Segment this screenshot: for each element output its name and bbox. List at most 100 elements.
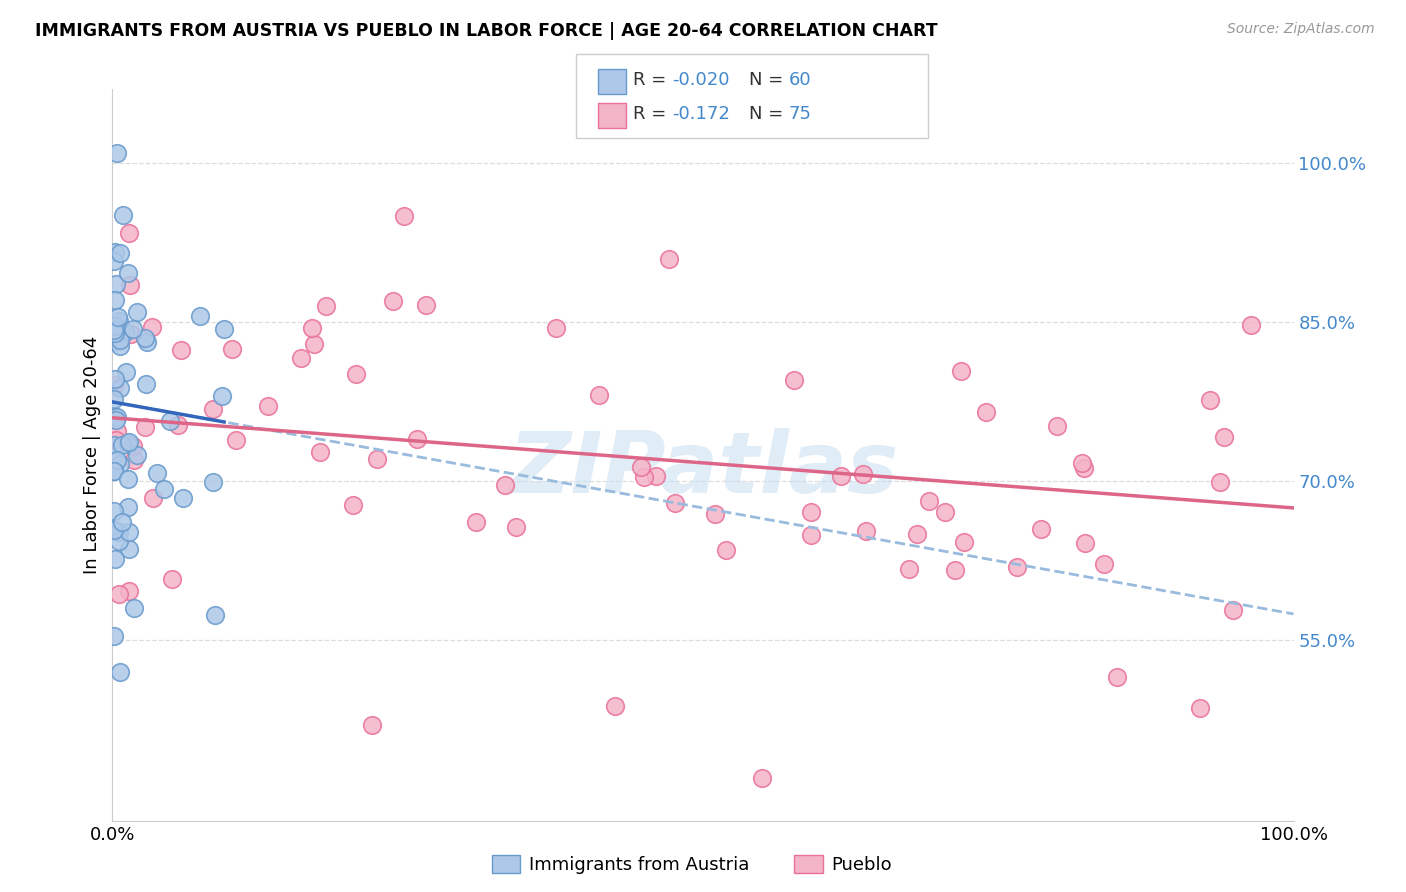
Point [1222,603,1244,617]
Point [204,607,226,622]
Point [103,523,125,537]
Point [1092,557,1115,571]
Point [603,699,626,714]
Point [290,351,312,365]
Point [136,334,159,349]
Point [134,420,156,434]
Point [145,466,167,480]
Point [1105,670,1128,684]
Point [167,418,190,433]
Point [800,505,823,519]
Point [111,515,134,529]
Point [630,460,652,475]
Point [153,482,176,496]
Point [934,505,956,519]
Point [1189,701,1212,715]
Text: R =: R = [633,71,672,89]
Point [108,246,131,260]
Point [135,376,157,391]
Point [107,525,129,540]
Point [1209,475,1232,489]
Point [505,520,527,534]
Point [104,433,127,447]
Point [104,372,127,386]
Point [114,325,136,339]
Point [202,402,225,417]
Point [415,298,437,312]
Point [103,438,125,452]
Point [121,439,143,453]
Point [361,718,384,732]
Point [905,527,928,541]
Point [162,572,184,586]
Text: IMMIGRANTS FROM AUSTRIA VS PUEBLO IN LABOR FORCE | AGE 20-64 CORRELATION CHART: IMMIGRANTS FROM AUSTRIA VS PUEBLO IN LAB… [35,22,938,40]
Point [104,277,127,291]
Point [898,562,921,576]
Point [103,323,125,337]
Point [121,326,143,341]
Point [107,314,129,328]
Point [202,475,225,489]
Text: 75: 75 [789,105,811,123]
Point [107,587,129,601]
Point [169,343,191,357]
Point [800,528,823,542]
Point [172,491,194,505]
Point [1199,392,1222,407]
Point [103,392,125,407]
Point [943,563,966,577]
Point [105,410,128,425]
Point [366,451,388,466]
Point [103,464,125,478]
Point [110,457,132,471]
Point [645,468,668,483]
Point [103,377,125,392]
Point [108,665,131,680]
Point [159,414,181,428]
Point [315,300,337,314]
Point [257,399,280,413]
Point [1073,461,1095,475]
Point [633,469,655,483]
Text: Immigrants from Austria: Immigrants from Austria [529,856,749,874]
Point [107,310,129,324]
Point [111,208,134,222]
Point [108,339,131,353]
Point [108,333,131,347]
Point [104,413,127,427]
Text: R =: R = [633,105,678,123]
Point [704,507,727,521]
Point [751,771,773,785]
Point [212,322,235,336]
Text: -0.172: -0.172 [672,105,730,123]
Point [950,364,973,378]
Point [344,368,367,382]
Point [105,424,128,438]
Point [405,432,427,446]
Point [1213,430,1236,444]
Point [108,534,131,549]
Text: Pueblo: Pueblo [831,856,891,874]
Point [108,381,131,395]
Point [225,433,247,447]
Point [830,468,852,483]
Point [783,374,806,388]
Point [103,504,125,518]
Point [142,491,165,505]
Point [127,305,149,319]
Point [211,389,233,403]
Point [1240,318,1263,332]
Point [103,409,125,423]
Text: N =: N = [749,105,789,123]
Point [342,498,364,512]
Point [103,464,125,478]
Text: -0.020: -0.020 [672,71,730,89]
Point [107,453,129,467]
Point [1005,559,1028,574]
Point [117,472,139,486]
Text: 60: 60 [789,71,811,89]
Point [134,331,156,345]
Point [190,309,212,323]
Point [121,321,143,335]
Point [122,601,145,615]
